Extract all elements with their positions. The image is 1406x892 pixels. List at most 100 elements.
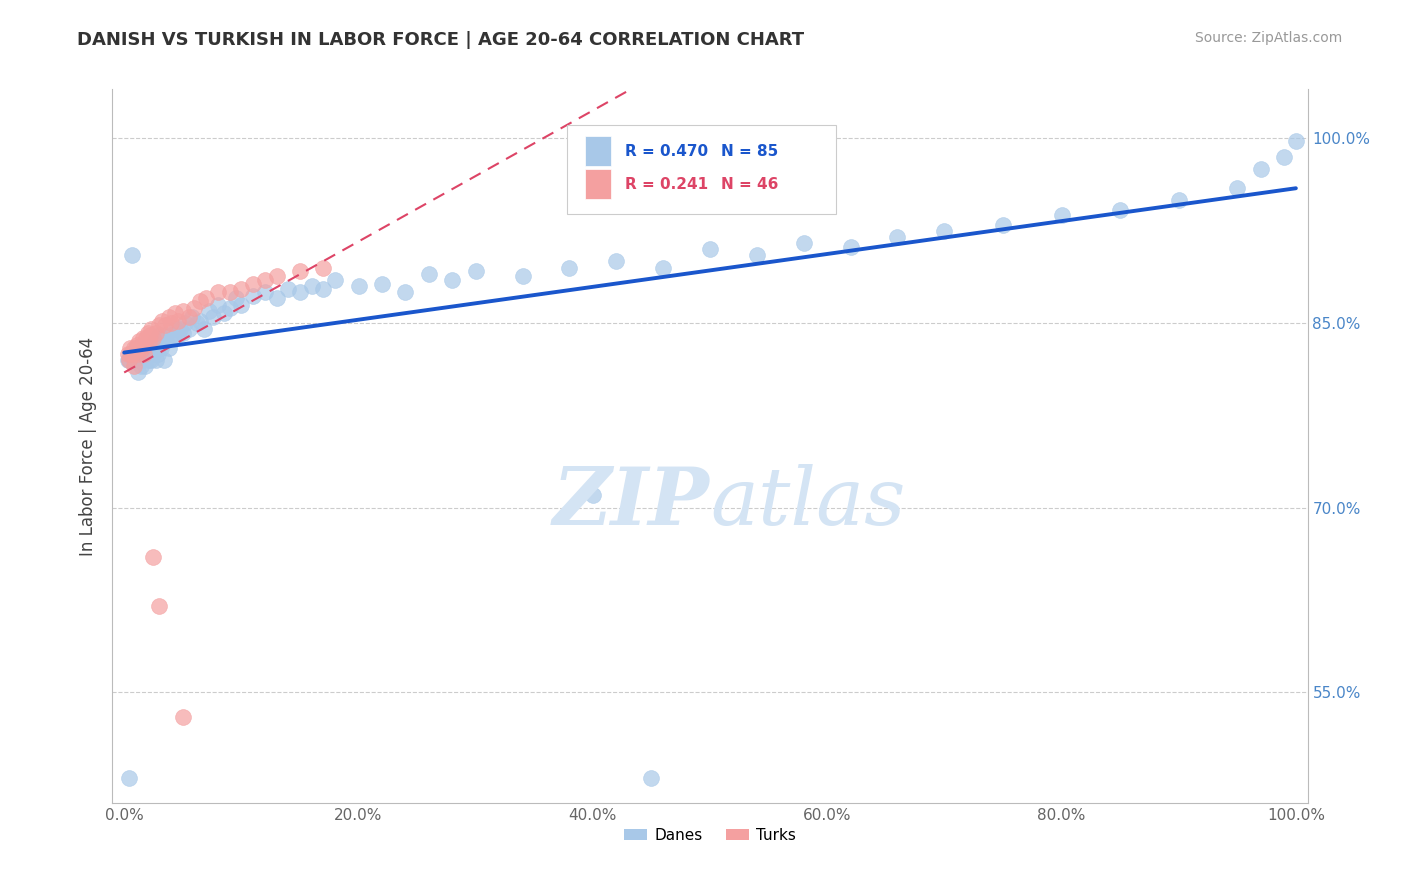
Point xyxy=(183,301,205,316)
Point xyxy=(153,352,176,367)
Point xyxy=(174,316,197,330)
Point xyxy=(139,341,162,355)
Point xyxy=(225,291,247,305)
Point xyxy=(138,352,160,367)
Point xyxy=(150,334,173,349)
Point xyxy=(125,343,148,357)
Point xyxy=(135,347,157,361)
Point xyxy=(172,303,194,318)
Point xyxy=(288,264,311,278)
Point xyxy=(699,242,721,256)
Point xyxy=(177,310,200,324)
Point xyxy=(441,273,464,287)
Point xyxy=(218,301,240,316)
Point xyxy=(886,230,908,244)
Point xyxy=(323,273,346,287)
Point xyxy=(148,347,170,361)
Point xyxy=(148,599,170,613)
Point xyxy=(1285,134,1308,148)
Point xyxy=(142,549,165,564)
Point xyxy=(1167,193,1189,207)
Point xyxy=(122,359,145,373)
Point xyxy=(121,248,143,262)
Text: ZIP: ZIP xyxy=(553,465,710,541)
Point xyxy=(582,488,605,502)
Point xyxy=(167,328,190,343)
Point xyxy=(512,269,534,284)
Point xyxy=(141,322,163,336)
Point xyxy=(143,334,166,349)
Point xyxy=(266,291,288,305)
Point xyxy=(132,331,155,345)
Point xyxy=(418,267,440,281)
Point xyxy=(136,347,159,361)
Point xyxy=(195,291,218,305)
Text: N = 85: N = 85 xyxy=(721,144,778,159)
Point xyxy=(231,297,253,311)
Point xyxy=(155,318,177,333)
Point xyxy=(991,218,1014,232)
Point xyxy=(207,285,229,300)
Point xyxy=(132,341,156,355)
Point xyxy=(134,359,156,373)
Point xyxy=(117,352,139,367)
Point xyxy=(165,322,187,336)
Point xyxy=(128,334,150,349)
Point xyxy=(120,347,142,361)
Point xyxy=(347,279,370,293)
Y-axis label: In Labor Force | Age 20-64: In Labor Force | Age 20-64 xyxy=(79,336,97,556)
FancyBboxPatch shape xyxy=(567,125,835,214)
Point xyxy=(132,352,155,367)
Point xyxy=(121,347,143,361)
Point xyxy=(793,235,815,250)
Point xyxy=(312,260,335,275)
Point xyxy=(135,331,157,345)
Point xyxy=(1272,150,1295,164)
Point xyxy=(127,347,149,361)
Point xyxy=(202,310,225,324)
Point xyxy=(131,338,153,352)
Point xyxy=(142,331,165,345)
Point xyxy=(312,281,335,295)
Point xyxy=(253,273,276,287)
Point xyxy=(181,310,204,324)
Point xyxy=(188,313,212,327)
Point xyxy=(141,341,163,355)
Text: atlas: atlas xyxy=(710,465,905,541)
Point xyxy=(169,322,191,336)
Point xyxy=(142,347,165,361)
Point xyxy=(122,352,145,367)
Point xyxy=(150,313,173,327)
Point xyxy=(146,341,169,355)
Point xyxy=(464,264,486,278)
Point xyxy=(138,334,160,349)
Point xyxy=(1109,202,1132,217)
Point xyxy=(155,328,177,343)
Point xyxy=(186,316,208,330)
Point xyxy=(1050,208,1073,222)
Point xyxy=(745,248,768,262)
Point xyxy=(129,343,152,357)
Point xyxy=(155,334,177,349)
Point xyxy=(122,341,145,355)
Point xyxy=(167,313,190,327)
Point xyxy=(253,285,276,300)
Point xyxy=(117,347,139,361)
Point xyxy=(172,709,194,723)
Point xyxy=(288,285,311,300)
Point xyxy=(136,326,159,340)
Point xyxy=(127,338,149,352)
Point xyxy=(157,310,180,324)
Text: DANISH VS TURKISH IN LABOR FORCE | AGE 20-64 CORRELATION CHART: DANISH VS TURKISH IN LABOR FORCE | AGE 2… xyxy=(77,31,804,49)
Point xyxy=(934,224,956,238)
Point xyxy=(145,352,167,367)
Point xyxy=(266,269,288,284)
Point xyxy=(148,328,170,343)
Text: Source: ZipAtlas.com: Source: ZipAtlas.com xyxy=(1195,31,1343,45)
Point xyxy=(207,297,229,311)
Point xyxy=(131,347,153,361)
Point xyxy=(652,260,675,275)
Point xyxy=(118,352,141,367)
Point xyxy=(193,322,215,336)
Point xyxy=(129,359,152,373)
